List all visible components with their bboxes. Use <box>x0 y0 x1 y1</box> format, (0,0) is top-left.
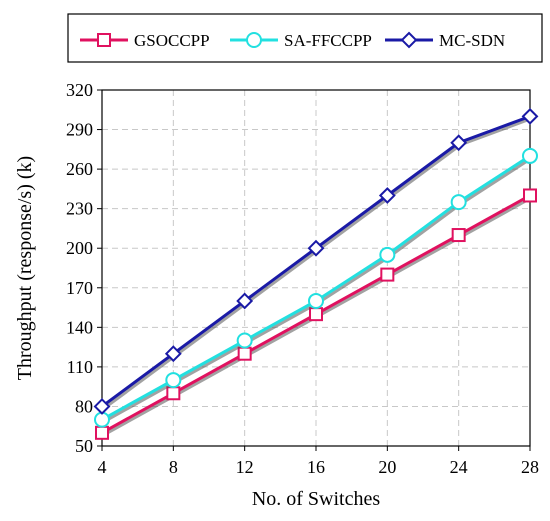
data-point <box>522 147 538 164</box>
x-tick-label: 8 <box>169 457 178 477</box>
y-tick-label: 290 <box>66 120 93 140</box>
legend: GSOCCPP SA-FFCCPP MC-SDN <box>67 13 543 63</box>
y-tick-label: 320 <box>66 80 93 100</box>
data-point <box>166 386 181 401</box>
series-layer <box>93 107 539 440</box>
data-point <box>451 228 466 243</box>
data-point <box>237 346 252 361</box>
data-point <box>521 107 539 125</box>
series-gsoccpp <box>95 188 537 440</box>
y-tick-label: 50 <box>75 436 93 456</box>
data-point <box>308 292 324 309</box>
data-point <box>307 239 325 257</box>
series-sa-ffccpp <box>94 147 538 428</box>
data-point <box>95 425 109 440</box>
data-point <box>165 372 182 389</box>
legend-marker <box>400 31 418 49</box>
data-point <box>236 292 254 310</box>
y-axis-label: Throughput (response/s) (k) <box>14 156 36 380</box>
series-shadow <box>103 116 533 410</box>
x-tick-label: 4 <box>98 457 107 477</box>
data-point <box>379 246 396 263</box>
y-tick-label: 140 <box>66 317 93 337</box>
x-axis-ticks: 4 8 12 16 20 24 28 <box>98 446 539 477</box>
y-axis-ticks: 50 80 110 140 170 200 230 260 290 320 <box>66 80 102 456</box>
x-tick-label: 24 <box>450 457 468 477</box>
x-axis-label: No. of Switches <box>252 488 381 510</box>
x-tick-label: 20 <box>378 457 396 477</box>
y-tick-label: 200 <box>66 238 93 258</box>
data-point <box>523 188 537 203</box>
series-mc-sdn <box>93 107 539 415</box>
legend-label: SA-FFCCPP <box>284 31 372 50</box>
data-point <box>450 134 468 152</box>
x-tick-label: 12 <box>236 457 254 477</box>
legend-marker <box>97 33 111 47</box>
data-point <box>93 398 111 415</box>
data-point <box>380 267 395 282</box>
data-point <box>309 307 323 322</box>
y-tick-label: 230 <box>66 199 93 219</box>
y-tick-label: 80 <box>75 396 93 416</box>
legend-marker <box>246 32 262 48</box>
data-point <box>236 332 253 349</box>
y-tick-label: 260 <box>66 159 93 179</box>
x-tick-label: 16 <box>307 457 325 477</box>
data-point <box>378 187 396 204</box>
data-point <box>164 345 182 363</box>
legend-label: GSOCCPP <box>134 31 210 50</box>
x-tick-label: 28 <box>521 457 539 477</box>
legend-label: MC-SDN <box>439 31 505 50</box>
y-tick-label: 170 <box>66 278 93 298</box>
legend-box <box>67 13 543 63</box>
y-tick-label: 110 <box>67 357 93 377</box>
data-point <box>450 194 467 211</box>
